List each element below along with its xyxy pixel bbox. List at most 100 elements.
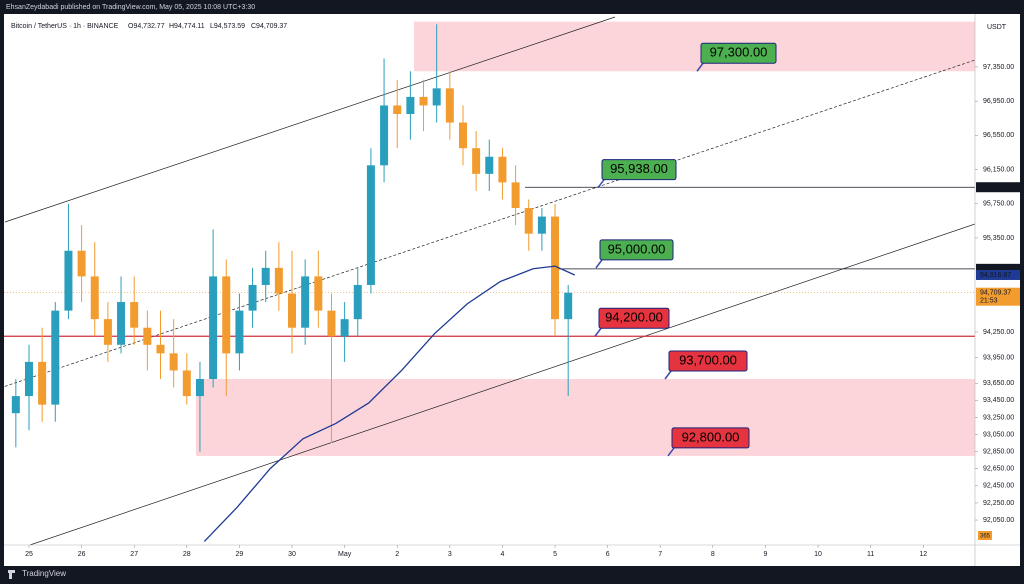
candle-body — [511, 182, 520, 209]
annotation-pointer — [667, 447, 675, 457]
zone — [414, 21, 975, 72]
x-tick-label: 3 — [448, 551, 452, 558]
candle-body — [564, 292, 573, 320]
candle-body — [209, 276, 218, 379]
price-tag — [976, 287, 1020, 306]
ohlc-value: O94,732.77 — [128, 23, 165, 30]
candle-body — [353, 284, 362, 320]
candle-body — [77, 250, 86, 277]
x-tick-label: May — [338, 551, 352, 558]
candle-body — [537, 216, 546, 234]
candle-body — [143, 327, 152, 345]
x-tick-label: 2 — [395, 551, 399, 558]
annotation-box — [598, 307, 670, 329]
annotation-label: 95,000.00 — [608, 241, 666, 256]
candle-body — [445, 88, 454, 123]
annotation-box — [671, 427, 750, 449]
annotation-pointer — [597, 179, 605, 189]
candle-body — [393, 105, 402, 114]
symbol: Bitcoin / TetherUS · 1h · BINANCE — [11, 23, 119, 30]
chart-area — [4, 14, 1020, 566]
annotation-pointer — [595, 259, 603, 269]
x-tick-label: 10 — [814, 551, 822, 558]
price-tag-label: 94,988.61 — [980, 266, 1011, 273]
annotation-box — [700, 42, 777, 64]
y-tick-label: 95,750.00 — [983, 201, 1014, 208]
candle-body — [485, 156, 494, 174]
price-tag-label: 95,943.39 — [980, 184, 1011, 191]
candle-body — [64, 250, 73, 311]
x-tick-label: 29 — [236, 551, 244, 558]
x-tick-label: 5 — [553, 551, 557, 558]
y-tick-label: 97,350.00 — [983, 64, 1014, 71]
x-tick-label: 4 — [500, 551, 504, 558]
y-tick-label: 92,250.00 — [983, 500, 1014, 507]
countdown: 21:53 — [980, 298, 998, 305]
y-tick-label: 92,050.00 — [983, 517, 1014, 524]
y-tick-label: 96,150.00 — [983, 166, 1014, 173]
y-tick-label: 93,050.00 — [983, 431, 1014, 438]
x-tick-label: 25 — [25, 551, 33, 558]
candle-body — [498, 156, 507, 183]
candle-body — [117, 302, 126, 345]
x-tick-label: 9 — [764, 551, 768, 558]
candle-body — [248, 284, 257, 311]
x-tick-label: 7 — [658, 551, 662, 558]
candle-body — [419, 96, 428, 106]
candle-body — [90, 276, 99, 320]
x-tick-label: 28 — [183, 551, 191, 558]
logo-icon — [8, 570, 15, 579]
x-tick-label: 8 — [711, 551, 715, 558]
annotation-label: 94,200.00 — [605, 310, 663, 325]
candle-body — [327, 310, 336, 337]
plot-layer: 97,300.00 95,938.00 95,000.00 94,200.00 93,7… — [4, 16, 975, 545]
candle-body — [103, 319, 112, 345]
y-tick-label: 93,250.00 — [983, 414, 1014, 421]
x-tick-label: 6 — [606, 551, 610, 558]
x-tick-label: 27 — [130, 551, 138, 558]
annotation-label: 95,938.00 — [610, 161, 668, 176]
zone — [196, 378, 975, 456]
price-tag — [976, 269, 1020, 280]
price-tag — [976, 263, 1020, 274]
candle-body — [472, 148, 481, 174]
y-tick-label: 92,450.00 — [983, 483, 1014, 490]
x-tick-label: 26 — [78, 551, 86, 558]
y-tick-label: 93,650.00 — [983, 380, 1014, 387]
price-tag — [976, 182, 1020, 193]
candle-body — [24, 361, 33, 397]
candle-body — [195, 378, 204, 397]
annotation-pointer — [664, 370, 672, 380]
candle-body — [38, 361, 47, 405]
annotation-label: 97,300.00 — [710, 45, 768, 60]
candle-body — [524, 208, 533, 234]
annotation-label: 93,700.00 — [679, 352, 737, 367]
published-by: EhsanZeydabadi published on TradingView.… — [6, 4, 255, 11]
annotation-box — [601, 159, 677, 181]
candle-body — [261, 267, 270, 285]
y-tick-label: 93,450.00 — [983, 397, 1014, 404]
candle-body — [51, 310, 60, 405]
x-tick-label: 12 — [919, 551, 927, 558]
price-tag-label: 94,709.37 — [980, 290, 1011, 297]
annotation-pointer — [594, 327, 602, 337]
ohlc-value: H94,774.11 — [169, 23, 205, 30]
candle-body — [366, 165, 375, 285]
candle-body — [314, 276, 323, 311]
trend-line — [29, 223, 975, 545]
candle-body — [222, 276, 231, 354]
annotation-box — [668, 350, 748, 372]
candle-body — [432, 88, 441, 106]
candle-body — [380, 105, 389, 166]
candle-body — [182, 370, 191, 397]
annotation-label: 92,800.00 — [682, 429, 740, 444]
currency: USDT — [987, 24, 1007, 31]
candle-body — [235, 310, 244, 354]
trend-line — [4, 16, 616, 223]
ohlc-value: L94,573.59 — [210, 23, 245, 30]
candle-body — [288, 293, 297, 328]
candle-body — [11, 396, 20, 414]
y-tick-label: 95,350.00 — [983, 235, 1014, 242]
candle-body — [301, 276, 310, 328]
